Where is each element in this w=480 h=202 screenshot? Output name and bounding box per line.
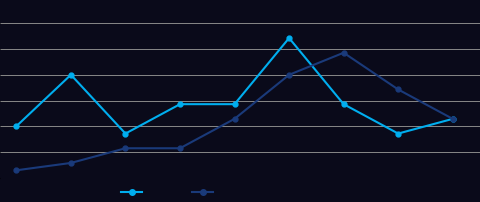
Legend: , : , xyxy=(116,180,220,202)
